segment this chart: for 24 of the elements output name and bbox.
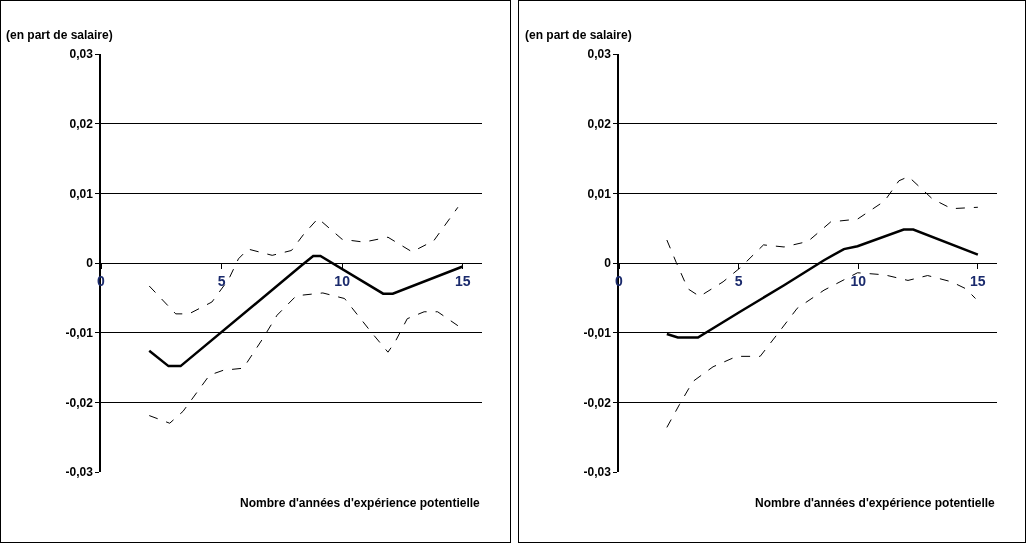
- y-tick-label: 0: [604, 256, 612, 271]
- y-tick-label: -0,03: [65, 465, 94, 480]
- y-tick-label: 0,02: [69, 116, 94, 131]
- y-tick-label: -0,03: [583, 465, 612, 480]
- y-tick-label: 0,02: [587, 116, 612, 131]
- x-tick-label: 5: [217, 272, 226, 289]
- y-tick-label: 0: [86, 256, 94, 271]
- y-axis-title: (en part de salaire): [525, 28, 632, 42]
- x-axis-title: Nombre d'années d'expérience potentielle: [755, 496, 996, 510]
- y-axis-title: (en part de salaire): [6, 28, 113, 42]
- x-tick-label: 10: [334, 272, 351, 289]
- x-tick-label: 15: [454, 272, 471, 289]
- y-tick-label: 0,01: [587, 186, 612, 201]
- x-tick-label: 5: [734, 272, 743, 289]
- y-tick-label: 0,03: [69, 47, 94, 62]
- y-tick-label: -0,02: [583, 395, 612, 410]
- x-axis-title: Nombre d'années d'expérience potentielle: [240, 496, 481, 510]
- y-tick-label: 0,03: [587, 47, 612, 62]
- y-tick-label: 0,01: [69, 186, 94, 201]
- y-tick-label: -0,02: [65, 395, 94, 410]
- x-tick-label: 10: [850, 272, 867, 289]
- y-tick-label: -0,01: [583, 325, 612, 340]
- y-tick-label: -0,01: [65, 325, 94, 340]
- x-tick-label: 15: [970, 272, 986, 289]
